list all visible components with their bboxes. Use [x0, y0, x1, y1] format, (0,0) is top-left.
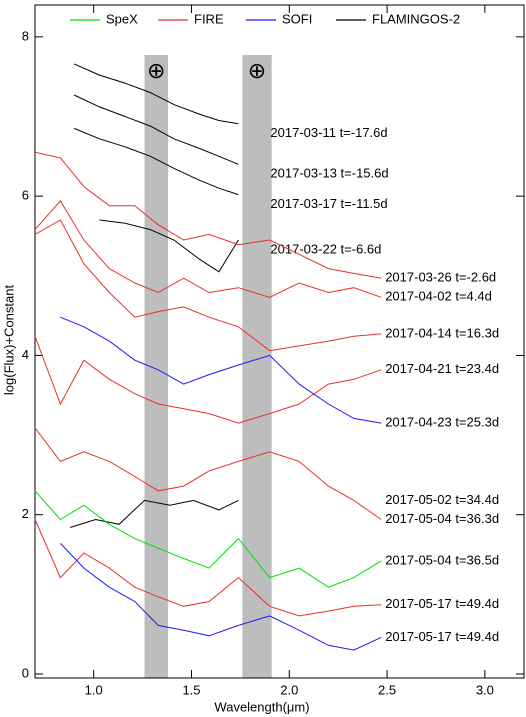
spectrum-line — [34, 151, 382, 279]
spectrum-label: 2017-05-04 t=36.3d — [385, 511, 499, 526]
x-tick-label: 2.0 — [280, 682, 298, 697]
y-tick-label: 2 — [22, 506, 29, 521]
spectrum-label: 2017-05-04 t=36.5d — [385, 552, 499, 567]
spectrum-label: 2017-05-02 t=34.4d — [385, 492, 499, 507]
region-symbol: ⊕ — [248, 58, 266, 83]
spectrum-line — [60, 543, 382, 651]
spectrum-line — [34, 219, 382, 352]
spectrum-line — [70, 499, 239, 528]
spectrum-label: 2017-03-26 t=-2.6d — [385, 270, 496, 285]
spectrum-line — [34, 336, 382, 424]
spectrum-line — [34, 200, 382, 298]
x-tick-label: 1.0 — [85, 682, 103, 697]
spectrum-line — [73, 127, 239, 196]
spectrum-label: 2017-03-11 t=-17.6d — [270, 125, 387, 140]
spectrum-line — [60, 316, 382, 424]
spectrum-label: 2017-04-21 t=23.4d — [385, 361, 499, 376]
y-axis-title: log(Flux)+Constant — [1, 285, 16, 396]
legend-label: FLAMINGOS-2 — [372, 11, 460, 26]
y-tick-label: 8 — [22, 28, 29, 43]
x-tick-label: 2.5 — [378, 682, 396, 697]
spectrum-line — [99, 219, 239, 273]
spectrum-line — [73, 63, 239, 125]
spectrum-label: 2017-04-23 t=25.3d — [385, 415, 499, 430]
spectrum-label: 2017-03-17 t=-11.5d — [270, 196, 387, 211]
region-symbol: ⊕ — [147, 58, 165, 83]
x-axis-title: Wavelength(μm) — [214, 699, 309, 714]
legend-label: SpeX — [106, 11, 138, 26]
shaded-region — [144, 55, 169, 678]
legend-label: FIRE — [194, 11, 224, 26]
x-tick-label: 1.5 — [182, 682, 200, 697]
spectrum-label: 2017-03-13 t=-15.6d — [270, 166, 388, 181]
spectrum-label: 2017-04-14 t=16.3d — [385, 325, 499, 340]
y-tick-label: 6 — [22, 188, 29, 203]
spectrum-line — [34, 427, 382, 520]
spectrum-line — [73, 94, 239, 165]
plot-frame — [34, 4, 525, 679]
y-tick-label: 4 — [22, 347, 29, 362]
shaded-region — [242, 55, 272, 678]
legend-label: SOFI — [282, 11, 312, 26]
spectrum-label: 2017-04-02 t=4.4d — [385, 289, 492, 304]
spectrum-line — [34, 519, 382, 617]
x-tick-label: 3.0 — [476, 682, 494, 697]
spectrum-label: 2017-05-17 t=49.4d — [385, 596, 499, 611]
y-tick-label: 0 — [22, 665, 29, 680]
spectrum-line — [34, 490, 382, 588]
spectrum-label: 2017-03-22 t=-6.6d — [270, 241, 381, 256]
spectrum-label: 2017-05-17 t=49.4d — [385, 629, 499, 644]
